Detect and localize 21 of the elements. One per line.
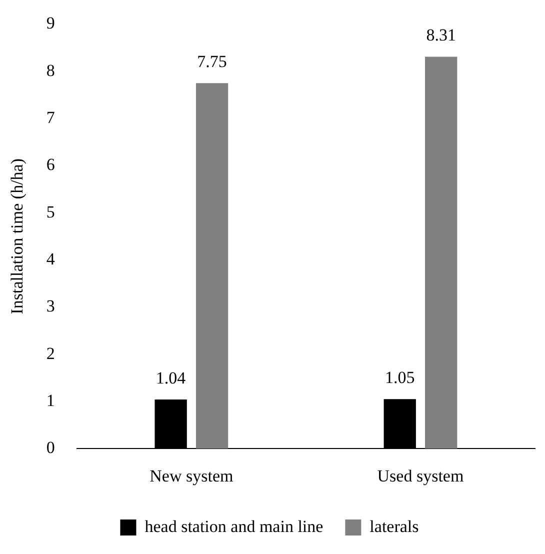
y-tick-label: 4 (46, 249, 56, 268)
y-tick-label: 2 (46, 344, 55, 363)
y-axis-title: Installation time (h/ha) (8, 158, 27, 314)
y-tick-label: 5 (46, 202, 55, 222)
data-label: 1.05 (384, 368, 415, 388)
x-tick-label: Used system (377, 466, 464, 486)
y-tick-label: 0 (46, 438, 55, 458)
legend-label: laterals (370, 516, 419, 536)
y-tick-label: 3 (46, 296, 55, 316)
data-label: 7.75 (197, 52, 227, 72)
y-tick-label: 9 (46, 14, 55, 33)
data-label: 8.31 (426, 26, 456, 45)
y-tick-label: 1 (46, 390, 55, 410)
x-tick-label: New system (150, 466, 234, 486)
bar (425, 56, 458, 449)
y-tick-label: 8 (46, 60, 55, 80)
y-tick-label: 7 (46, 108, 56, 127)
bar (196, 83, 228, 449)
data-label: 1.04 (156, 368, 186, 388)
legend-label: head station and main line (144, 516, 324, 536)
y-tick-label: 6 (46, 155, 55, 174)
